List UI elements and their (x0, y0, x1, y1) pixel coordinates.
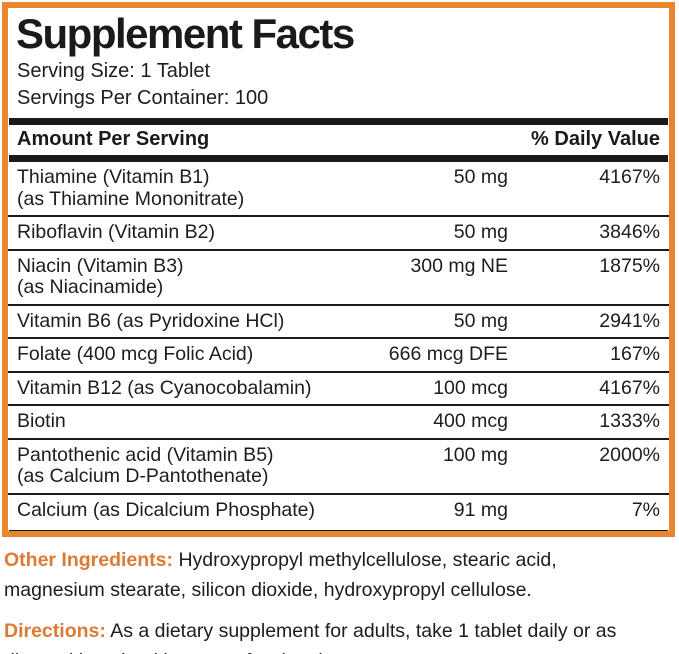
nutrient-daily-value: 1333% (599, 410, 660, 432)
nutrient-amount: 300 mg NE (410, 254, 508, 277)
nutrient-amount: 50 mg (453, 309, 508, 332)
other-ingredients: Other Ingredients: Hydroxypropyl methylc… (4, 545, 676, 605)
nutrient-daily-value: 2000% (599, 443, 660, 466)
nutrient-name: Vitamin B6 (as Pyridoxine HCl) (17, 309, 285, 332)
nutrient-table: Thiamine (Vitamin B1) (as Thiamine Monon… (8, 162, 669, 526)
table-row: Niacin (Vitamin B3) (as Niacinamide) 300… (8, 248, 669, 304)
nutrient-name: Biotin (17, 410, 66, 432)
nutrient-amount: 666 mcg DFE (388, 343, 508, 365)
table-row: Folate (400 mcg Folic Acid) 666 mcg DFE … (8, 337, 669, 371)
table-row: Calcium (as Dicalcium Phosphate) 91 mg 7… (8, 492, 669, 527)
supplement-facts-panel: Supplement Facts Serving Size: 1 Tablet … (2, 2, 675, 537)
directions: Directions: As a dietary supplement for … (4, 616, 676, 654)
nutrient-amount: 400 mcg (433, 410, 508, 432)
other-ingredients-label: Other Ingredients: (4, 549, 174, 571)
nutrient-source: (as Calcium D-Pantothenate) (17, 465, 269, 487)
nutrient-source: (as Thiamine Mononitrate) (17, 187, 245, 210)
servings-per-container: Servings Per Container: 100 (17, 87, 269, 109)
daily-value-header: % Daily Value (531, 128, 660, 150)
divider-thick-top (9, 118, 668, 125)
panel-title: Supplement Facts (16, 10, 355, 57)
nutrient-name: Riboflavin (Vitamin B2) (17, 221, 215, 243)
directions-text: As a dietary supplement for adults, take… (4, 620, 617, 654)
table-row: Thiamine (Vitamin B1) (as Thiamine Monon… (8, 162, 669, 215)
nutrient-daily-value: 7% (631, 498, 660, 521)
nutrient-name: Pantothenic acid (Vitamin B5) (as Calciu… (17, 444, 358, 488)
nutrient-amount: 91 mg (453, 498, 508, 521)
nutrient-name: Calcium (as Dicalcium Phosphate) (17, 498, 316, 521)
nutrient-daily-value: 4167% (599, 166, 660, 188)
nutrient-daily-value: 1875% (599, 254, 660, 277)
nutrient-name: Thiamine (Vitamin B1) (as Thiamine Monon… (17, 166, 358, 210)
amount-per-serving-header: Amount Per Serving (17, 128, 210, 150)
serving-size: Serving Size: 1 Tablet (17, 60, 211, 82)
nutrient-daily-value: 3846% (599, 221, 660, 243)
nutrient-daily-value: 4167% (599, 376, 660, 399)
nutrient-name: Vitamin B12 (as Cyanocobalamin) (17, 376, 312, 399)
nutrient-daily-value: 2941% (599, 309, 660, 332)
table-row: Riboflavin (Vitamin B2) 50 mg 3846% (8, 215, 669, 249)
divider-thick-header (9, 155, 668, 162)
table-row: Vitamin B6 (as Pyridoxine HCl) 50 mg 294… (8, 303, 669, 338)
nutrient-amount: 100 mcg (433, 376, 508, 399)
label-footer: Other Ingredients: Hydroxypropyl methylc… (4, 545, 676, 654)
nutrient-daily-value: 167% (610, 343, 660, 365)
directions-label: Directions: (4, 620, 106, 642)
table-row: Biotin 400 mcg 1333% (8, 404, 669, 438)
table-row: Pantothenic acid (Vitamin B5) (as Calciu… (8, 437, 669, 493)
table-header: Amount Per Serving % Daily Value (8, 125, 669, 155)
nutrient-amount: 50 mg (453, 221, 508, 243)
nutrient-name: Niacin (Vitamin B3) (as Niacinamide) (17, 255, 358, 299)
divider-thick-bottom (9, 530, 668, 531)
nutrient-source: (as Niacinamide) (17, 276, 164, 298)
nutrient-amount: 100 mg (442, 443, 508, 466)
nutrient-name: Folate (400 mcg Folic Acid) (17, 343, 254, 365)
nutrient-amount: 50 mg (453, 166, 508, 188)
table-row: Vitamin B12 (as Cyanocobalamin) 100 mcg … (8, 370, 669, 405)
other-ingredients-text: Hydroxypropyl methylcellulose, stearic a… (4, 549, 557, 601)
